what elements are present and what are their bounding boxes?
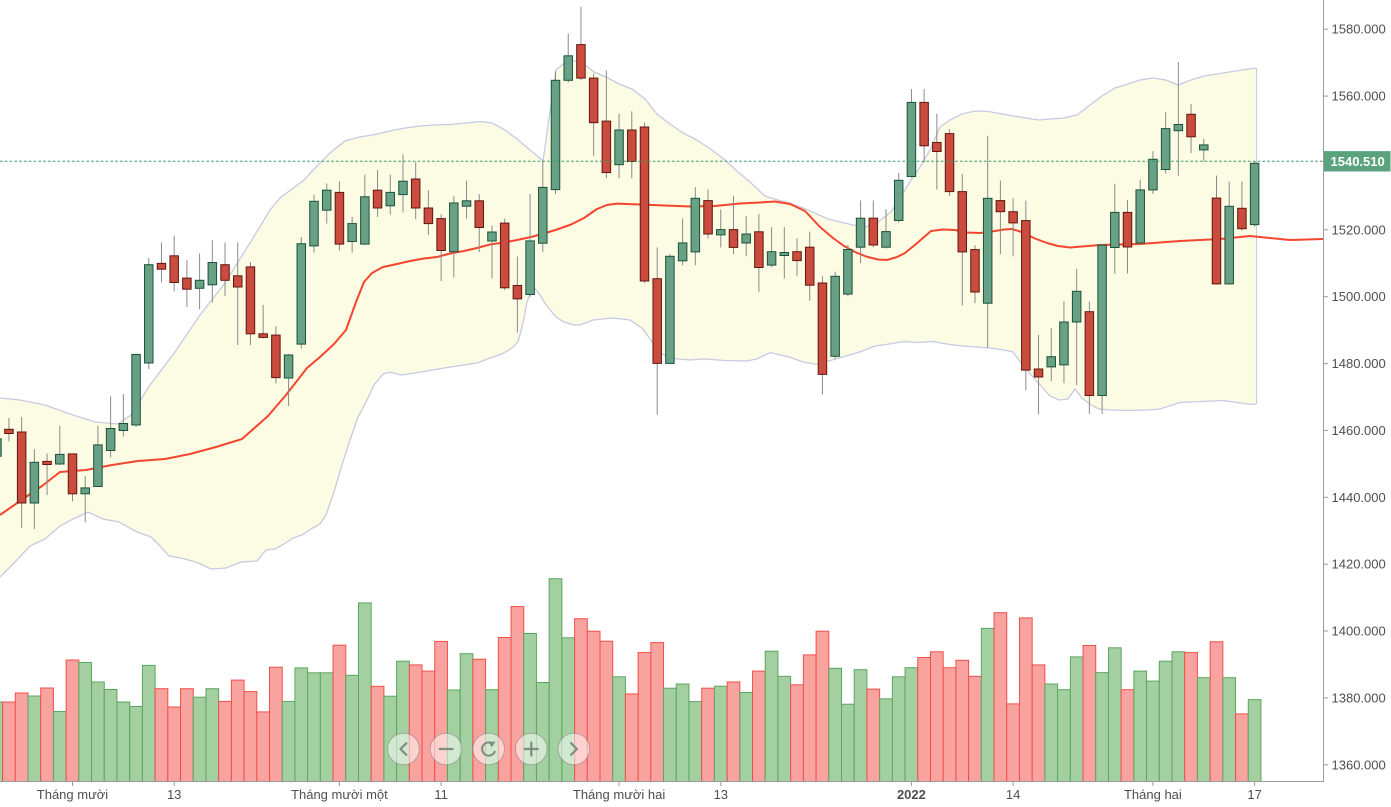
svg-text:1460.000: 1460.000 [1332,423,1386,438]
svg-text:1520.000: 1520.000 [1332,222,1386,237]
svg-text:Tháng mười hai: Tháng mười hai [573,787,665,802]
svg-text:1440.000: 1440.000 [1332,490,1386,505]
svg-text:1580.000: 1580.000 [1332,22,1386,37]
svg-text:17: 17 [1247,787,1261,802]
svg-text:1420.000: 1420.000 [1332,557,1386,572]
svg-text:Tháng mười: Tháng mười [37,787,109,802]
svg-text:1560.000: 1560.000 [1332,89,1386,104]
svg-text:Tháng hai: Tháng hai [1124,787,1182,802]
svg-text:Tháng mười một: Tháng mười một [291,787,388,802]
svg-text:14: 14 [1006,787,1020,802]
svg-text:1400.000: 1400.000 [1332,624,1386,639]
svg-text:1360.000: 1360.000 [1332,757,1386,772]
svg-text:1500.000: 1500.000 [1332,289,1386,304]
svg-text:13: 13 [714,787,728,802]
svg-text:13: 13 [167,787,181,802]
svg-text:1380.000: 1380.000 [1332,690,1386,705]
svg-text:2022: 2022 [897,787,926,802]
svg-text:1540.510: 1540.510 [1331,154,1385,169]
svg-text:1480.000: 1480.000 [1332,356,1386,371]
svg-text:11: 11 [434,787,448,802]
